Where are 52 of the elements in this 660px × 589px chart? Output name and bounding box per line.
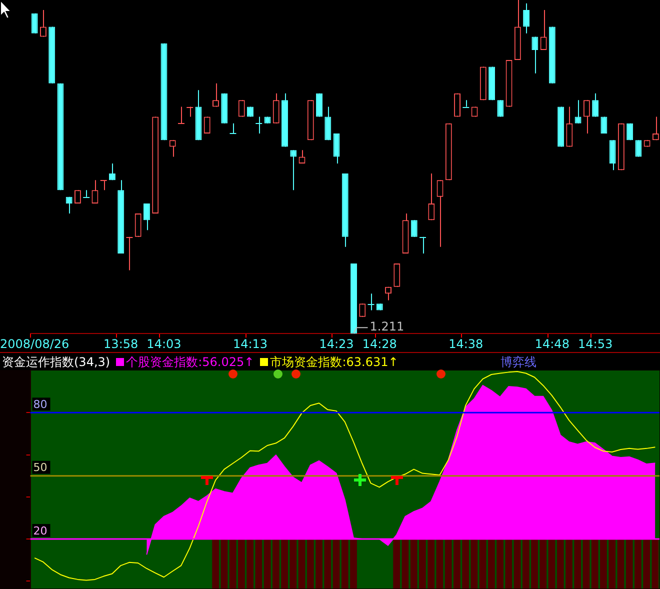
candlestick — [66, 196, 72, 214]
candlestick — [92, 180, 98, 204]
candlestick — [428, 172, 435, 221]
candlestick — [583, 100, 590, 134]
candlestick — [272, 92, 280, 124]
candlestick — [367, 293, 375, 311]
x-tick-label: 14:13 — [232, 336, 268, 351]
candlestick — [574, 100, 582, 124]
candlestick — [333, 132, 340, 164]
candlestick — [436, 180, 444, 248]
candlestick — [609, 140, 616, 171]
candlestick — [540, 10, 547, 51]
x-tick-label: 2008/08/26 — [0, 336, 70, 351]
candlestick — [290, 150, 297, 191]
candlestick — [324, 106, 332, 141]
x-tick-label: 14:48 — [534, 336, 570, 351]
candlestick — [143, 202, 150, 231]
ref-line-label: 80 — [33, 398, 48, 411]
x-tick-label: 13:58 — [104, 336, 138, 351]
candlestick — [255, 116, 263, 134]
x-tick-label: 14:38 — [448, 336, 484, 351]
candlestick — [204, 116, 210, 134]
candlestick — [566, 106, 573, 148]
ref-line-label: 50 — [33, 461, 48, 474]
annotation: 1.211 — [370, 320, 404, 334]
candlestick — [134, 213, 142, 238]
candlestick — [82, 190, 90, 198]
x-tick-label: 14:03 — [146, 336, 182, 351]
candlestick — [600, 116, 608, 134]
candlestick — [177, 106, 185, 124]
x-tick-label: 14:28 — [362, 336, 397, 351]
legend-label: 市场资金指数:63.631↑ — [270, 354, 398, 370]
candlestick — [169, 140, 176, 158]
candlestick — [126, 236, 134, 271]
candlestick — [419, 236, 427, 254]
candlestick — [592, 92, 599, 118]
x-tick-label: 14:53 — [578, 336, 613, 351]
candlestick — [462, 100, 470, 108]
ref-line-label: 20 — [33, 524, 48, 538]
text: 博弈线 — [500, 354, 536, 370]
candlestick — [212, 82, 219, 108]
chart-title: 资金运作指数(34,3) — [2, 354, 110, 370]
candlestick — [394, 263, 400, 288]
candlestick — [229, 122, 237, 134]
candlestick — [532, 36, 538, 74]
candlestick — [100, 180, 108, 191]
x-tick-label: 14:23 — [319, 336, 354, 351]
candlestick — [523, 2, 530, 34]
candlestick — [74, 190, 81, 204]
legend-label: 个股资金指数:56.025↑ — [126, 354, 254, 370]
candlestick — [652, 116, 659, 141]
candlestick — [186, 106, 194, 118]
